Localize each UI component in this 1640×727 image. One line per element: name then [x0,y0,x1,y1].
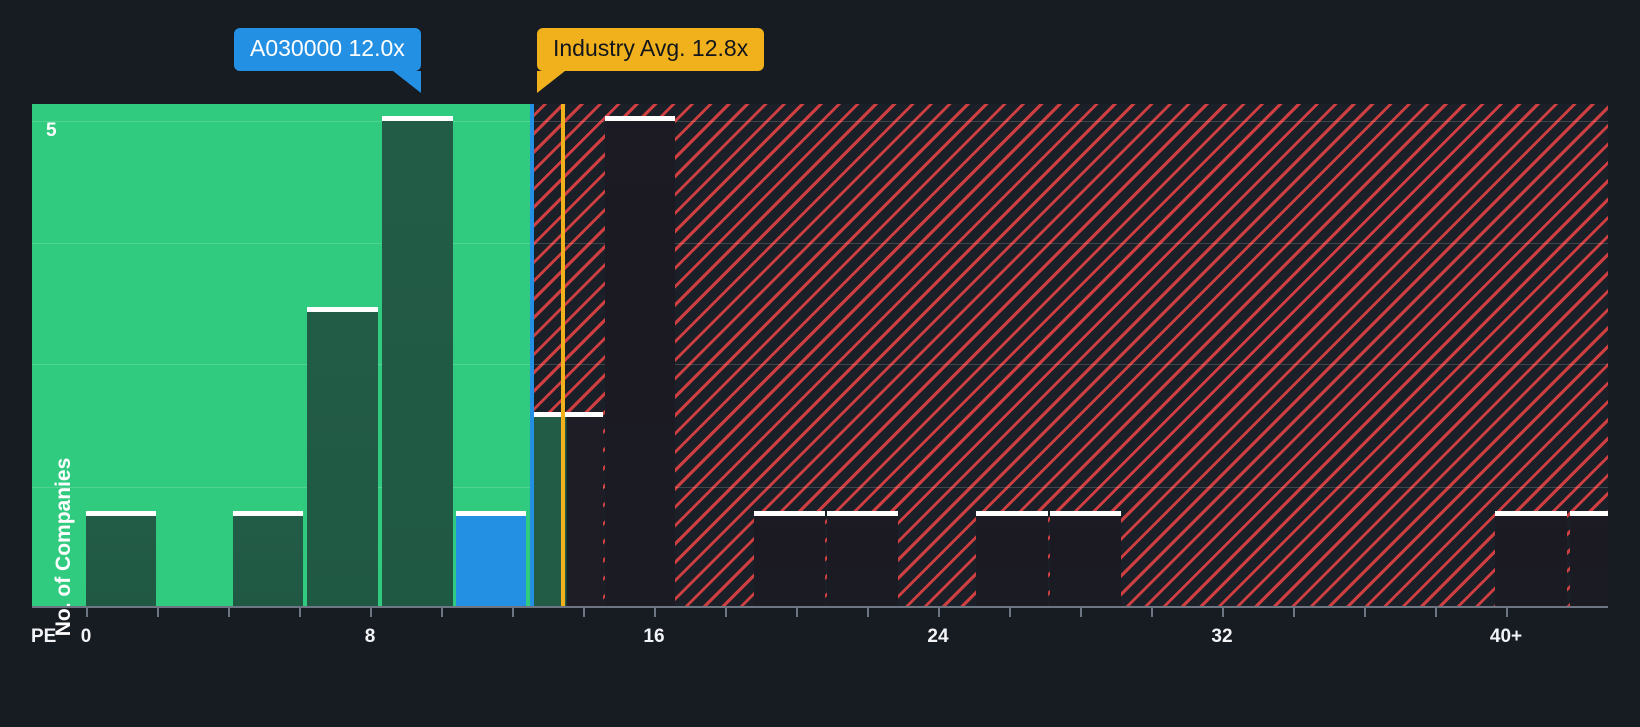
bar-bin-2[interactable] [307,307,378,606]
x-tick-m1 [157,606,159,617]
bar-bin-8[interactable] [976,511,1048,606]
x-tick-24 [938,606,940,617]
x-tick-label-0: 0 [80,626,92,647]
bar-bin-3[interactable] [382,116,453,606]
x-tick-m13 [1293,606,1295,617]
x-axis-prefix-label: PE [31,626,57,647]
industry-avg-marker-line [561,104,565,606]
x-tick-m8 [796,606,798,617]
x-tick-m4 [441,606,443,617]
x-tick-label-16: 16 [643,626,665,647]
company-pe-tooltip[interactable]: A030000 12.0x [234,28,421,93]
bar-bin-7[interactable] [827,511,898,606]
x-tick-40 [1506,606,1508,617]
industry-avg-tooltip[interactable]: Industry Avg. 12.8x [537,28,765,93]
bar-bin-5[interactable] [605,116,675,606]
bar-bin-9[interactable] [1050,511,1121,606]
overvalued-region [532,104,1608,606]
x-tick-16 [654,606,656,617]
x-tick-m14 [1364,606,1366,617]
pe-distribution-chart: 5 No. of Companies A030000 12.0x Industr… [31,28,1608,647]
x-tick-label-24: 24 [927,626,949,647]
x-tick-m11 [1080,606,1082,617]
tooltip-tail [392,71,421,93]
bar-bin-straddle[interactable] [530,412,603,606]
x-tick-m2 [228,606,230,617]
bar-bin-selected-company[interactable] [456,511,526,606]
x-axis-line [32,606,1608,608]
bar-bin-11[interactable] [1570,511,1608,606]
y-tick-label-5: 5 [46,120,57,141]
x-tick-m12 [1151,606,1153,617]
x-tick-label-40p: 40+ [1489,626,1523,647]
x-tick-m7 [725,606,727,617]
x-tick-m10 [1009,606,1011,617]
bar-bin-10[interactable] [1495,511,1567,606]
x-tick-m15 [1435,606,1437,617]
company-pe-marker-line [530,104,534,606]
tooltip-tail [537,71,565,93]
x-tick-m9 [867,606,869,617]
industry-avg-tooltip-label: Industry Avg. 12.8x [553,35,749,61]
bar-bin-1[interactable] [233,511,303,606]
x-tick-m5 [512,606,514,617]
x-tick-8 [370,606,372,617]
y-axis-title-wrap: No. of Companies [44,235,75,637]
plot-area [32,104,1608,606]
bar-bin-6[interactable] [754,511,825,606]
company-pe-tooltip-label: A030000 12.0x [250,35,405,61]
x-tick-m6 [583,606,585,617]
x-tick-m3 [299,606,301,617]
x-tick-0 [86,606,88,617]
x-tick-label-32: 32 [1211,626,1233,647]
x-tick-label-8: 8 [364,626,376,647]
bar-bin-0[interactable] [86,511,156,606]
x-tick-32 [1222,606,1224,617]
